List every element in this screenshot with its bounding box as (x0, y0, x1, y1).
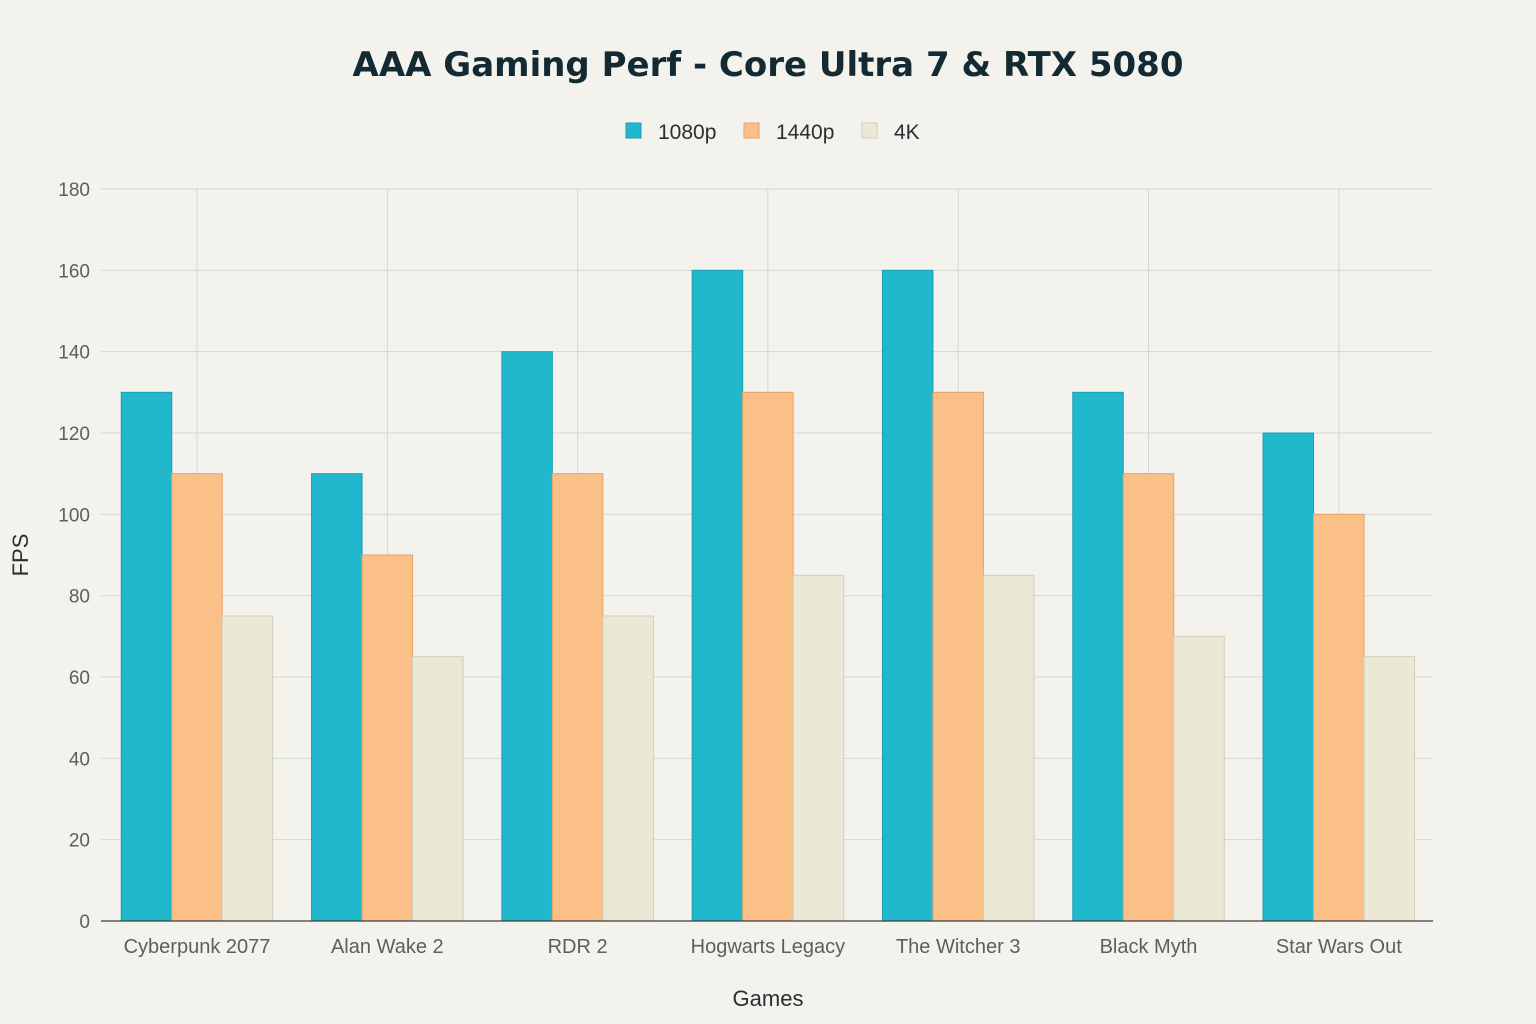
bar-1080p-2: RDR 2 1080p: 140 (501, 351, 553, 922)
y-axis-ticks: 0 20 40 60 80 100 120 140 160 180 (58, 180, 90, 933)
bar-1080p-4: The Witcher 3 1080p: 160 (881, 269, 934, 922)
y-tick-label: 20 (69, 831, 90, 852)
y-tick-label: 0 (79, 912, 90, 933)
bar-1080p-6: Star Wars Out 1080p: 120 (1262, 432, 1315, 922)
bar-1440p-3: Hogwarts Legacy 1440p: 130 (742, 391, 794, 922)
x-tick-label: RDR 2 (548, 936, 608, 958)
x-tick-label: Cyberpunk 2077 (124, 936, 271, 958)
y-tick-label: 80 (69, 587, 90, 608)
bar-1080p-1: Alan Wake 2 1080p: 110 (311, 473, 363, 922)
y-tick-label: 60 (69, 668, 90, 689)
bar-1440p-5: Black Myth 1440p: 110 (1122, 473, 1175, 922)
legend-label: 4K (894, 121, 920, 144)
bar-4k-0: Cyberpunk 2077 4K: 75 (221, 615, 274, 922)
legend-swatch (743, 122, 760, 139)
bar-4k-4: The Witcher 3 4K: 85 (982, 574, 1035, 922)
legend-label: 1080p (658, 121, 716, 144)
y-tick-label: 120 (58, 424, 90, 445)
bar-1440p-0: Cyberpunk 2077 1440p: 110 (171, 473, 223, 922)
y-tick-label: 160 (58, 261, 90, 282)
bar-4k-3: Hogwarts Legacy 4K: 85 (792, 574, 845, 922)
bar-1080p-3: Hogwarts Legacy 1080p: 160 (691, 269, 744, 922)
x-tick-label: Star Wars Out (1276, 936, 1402, 958)
y-axis-title: FPS (8, 534, 33, 577)
x-axis-ticks: Cyberpunk 2077 Alan Wake 2 RDR 2 Hogwarts L… (124, 936, 1403, 958)
bar-1440p-4: The Witcher 3 1440p: 130 (932, 391, 984, 922)
y-tick-label: 140 (58, 343, 90, 364)
bar-4k-1: Alan Wake 2 4K: 65 (412, 656, 464, 922)
bar-4k-6: Star Wars Out 4K: 65 (1363, 656, 1416, 922)
x-tick-label: Black Myth (1100, 936, 1198, 958)
x-axis-title: Games (733, 986, 804, 1011)
legend-item-4k: 4K (861, 121, 920, 144)
y-tick-label: 100 (58, 505, 90, 526)
bars: Cyberpunk 2077 1080p: 130 Alan Wake 2 108… (120, 269, 1416, 922)
x-tick-label: The Witcher 3 (896, 936, 1020, 958)
legend-item-1440p: 1440p (743, 121, 834, 144)
bar-1440p-1: Alan Wake 2 1440p: 90 (361, 554, 414, 922)
x-tick-label: Alan Wake 2 (331, 936, 444, 958)
chart-title: AAA Gaming Perf - Core Ultra 7 & RTX 508… (353, 45, 1184, 85)
bar-1440p-6: Star Wars Out 1440p: 100 (1313, 513, 1365, 922)
bar-1080p-5: Black Myth 1080p: 130 (1072, 391, 1124, 922)
legend-label: 1440p (776, 121, 834, 144)
bar-1080p-0: Cyberpunk 2077 1080p: 130 (120, 391, 173, 922)
legend: 1080p 1440p 4K (625, 121, 920, 144)
bar-1440p-2: RDR 2 1440p: 110 (551, 473, 604, 922)
y-tick-label: 180 (58, 180, 90, 201)
bar-4k-2: RDR 2 4K: 75 (602, 615, 654, 922)
legend-swatch (625, 122, 642, 139)
legend-item-1080p: 1080p (625, 121, 716, 144)
bar-4k-5: Black Myth 4K: 70 (1173, 635, 1225, 922)
x-tick-label: Hogwarts Legacy (691, 936, 846, 958)
y-tick-label: 40 (69, 749, 90, 770)
legend-swatch (861, 122, 878, 139)
